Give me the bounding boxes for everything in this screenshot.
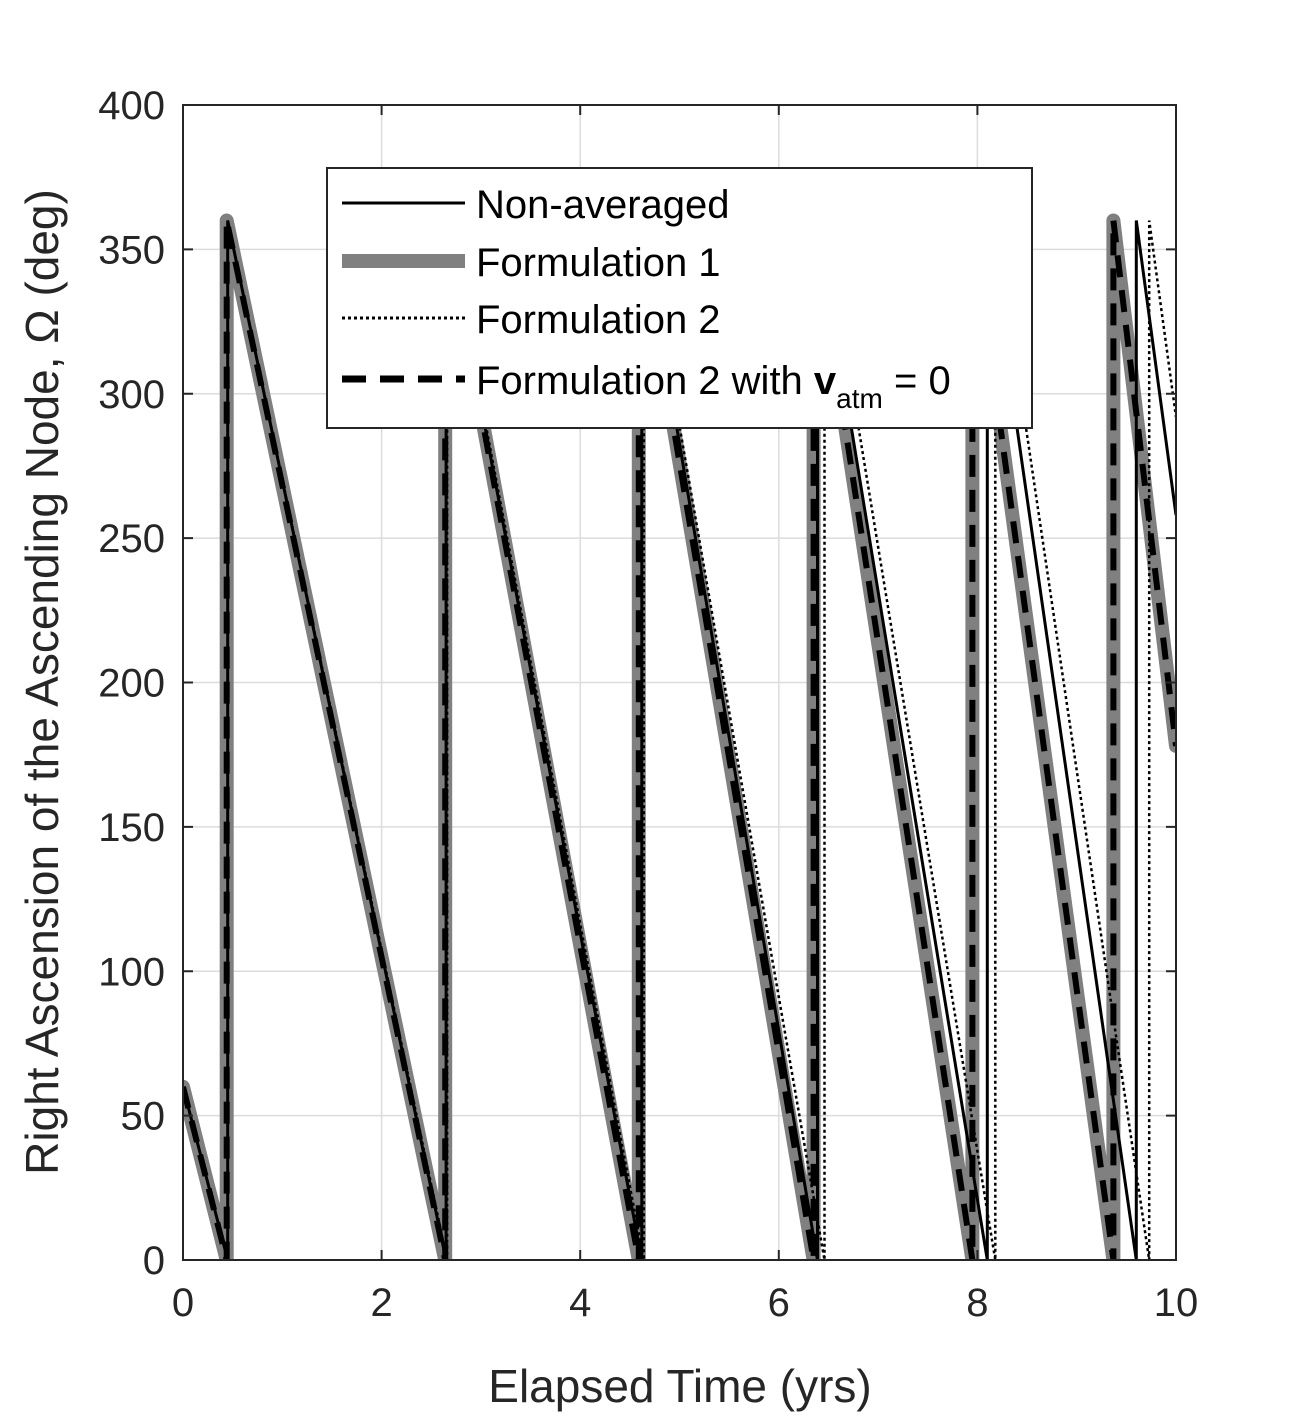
- x-tick-label: 10: [1154, 1281, 1199, 1325]
- x-tick-label: 0: [172, 1281, 194, 1325]
- legend-label-formulation-1: Formulation 1: [476, 241, 721, 285]
- x-tick-label: 8: [966, 1281, 988, 1325]
- y-tick-label: 400: [98, 84, 165, 128]
- y-tick-label: 200: [98, 662, 165, 706]
- y-tick-label: 150: [98, 806, 165, 850]
- legend-label-formulation-2: Formulation 2: [476, 298, 721, 342]
- x-axis-label: Elapsed Time (yrs): [488, 1360, 871, 1412]
- y-tick-label: 50: [121, 1095, 166, 1139]
- y-tick-label: 300: [98, 373, 165, 417]
- y-tick-label: 250: [98, 517, 165, 561]
- legend: Non-averaged Formulation 1 Formulation 2…: [326, 167, 1033, 429]
- legend-box: [326, 167, 1033, 429]
- x-tick-label: 6: [768, 1281, 790, 1325]
- x-tick-label: 2: [370, 1281, 392, 1325]
- series-line-dashed: [183, 219, 1176, 1260]
- x-tick-label: 4: [569, 1281, 591, 1325]
- y-axis-label: Right Ascension of the Ascending Node, Ω…: [16, 189, 68, 1175]
- series-layer: [183, 213, 1176, 1260]
- y-tick-label: 350: [98, 228, 165, 272]
- legend-label-formulation-2-vatm0: Formulation 2 with vatm = 0: [476, 359, 951, 414]
- legend-label-non-averaged: Non-averaged: [476, 183, 730, 227]
- y-tick-label: 0: [143, 1239, 165, 1283]
- y-tick-label: 100: [98, 950, 165, 994]
